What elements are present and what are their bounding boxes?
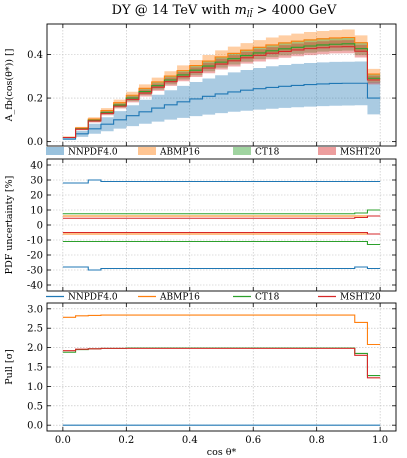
legend-bands: NNPDF4.0 ABMP16 CT18 MSHT20 (46, 147, 381, 158)
line-nnpdf4-0 (62, 179, 381, 184)
line-nnpdf4-0 (62, 82, 381, 140)
line-nnpdf4-0 (62, 266, 381, 271)
legend-label-ct18: CT18 (255, 148, 280, 158)
y-tick-label: -20 (27, 251, 43, 262)
x-tick-label: 0.6 (245, 435, 261, 446)
line-msht20 (62, 46, 381, 139)
line-ct18 (62, 347, 381, 377)
x-tick-label: 0.0 (55, 435, 71, 446)
legend-swatch-nnpdf4-0 (46, 147, 64, 155)
legend-label-abmp16: ABMP16 (159, 293, 200, 303)
y-tick-label: -10 (27, 236, 43, 247)
panel-pdf-uncertainty: -40 -30 -20 -10 0 10 20 30 40 PDF uncertainty [%] (4, 158, 397, 292)
line-ct18 (62, 43, 381, 139)
y-tick-label: 1.5 (27, 363, 43, 374)
y-tick-label: 10 (30, 206, 43, 217)
y-tick-label: 0.4 (27, 50, 43, 61)
line-ct18 (62, 240, 381, 246)
y-tick-label: 30 (30, 176, 43, 187)
y-tick-label: 0.0 (27, 421, 43, 432)
legend-label-msht20: MSHT20 (340, 148, 381, 158)
y-tick-label: 2.5 (27, 324, 43, 335)
x-tick-label: 0.4 (182, 435, 198, 446)
legend-lines: NNPDF4.0 ABMP16 CT18 MSHT20 (46, 293, 381, 303)
x-tick-label: 0.8 (309, 435, 325, 446)
legend-swatch-ct18 (233, 147, 251, 155)
legend-label-nnpdf4-0: NNPDF4.0 (68, 148, 118, 158)
line-msht20 (62, 215, 381, 219)
y-tick-label: 40 (30, 161, 43, 172)
y-tick-label: 20 (30, 191, 43, 202)
y-tick-label: 0 (37, 221, 43, 232)
y-axis-label: A_fb(cos(θ*)) [] (4, 49, 15, 123)
panel-asymmetry: 0.0 0.2 0.4 A_fb(cos(θ*)) [] (4, 23, 397, 148)
x-tick-label: 1.0 (372, 435, 388, 446)
band-abmp16 (62, 29, 381, 138)
y-tick-label: 2.0 (27, 343, 43, 354)
legend-label-msht20: MSHT20 (340, 293, 381, 303)
line-msht20 (62, 231, 381, 235)
line-abmp16 (62, 36, 381, 138)
y-tick-label: -30 (27, 266, 43, 277)
y-axis-label: Pull [σ] (4, 349, 15, 385)
line-msht20 (62, 347, 381, 379)
legend-swatch-abmp16 (138, 147, 156, 155)
band-nnpdf4-0 (62, 61, 381, 140)
legend-label-abmp16: ABMP16 (159, 148, 200, 158)
y-tick-label: 1.0 (27, 382, 43, 393)
band-msht20 (62, 40, 381, 138)
legend-label-nnpdf4-0: NNPDF4.0 (68, 293, 118, 303)
line-ct18 (62, 209, 381, 215)
y-tick-label: 0.0 (27, 137, 43, 148)
legend-swatch-msht20 (318, 147, 336, 155)
chart-title: DY @ 14 TeV with mll̄ > 4000 GeV (112, 3, 337, 20)
legend-label-ct18: CT18 (255, 293, 280, 303)
plot-frame (46, 23, 397, 147)
y-axis-label: PDF uncertainty [%] (4, 176, 15, 275)
y-tick-label: 0.5 (27, 401, 43, 412)
panel-pull: 0.0 0.5 1.0 1.5 2.0 2.5 3.0 Pull [σ] 0.0 0.2 0.4 0.… (4, 302, 397, 458)
x-tick-label: 0.2 (118, 435, 134, 446)
y-tick-label: 0.2 (27, 94, 43, 105)
x-axis-label: cos θ* (207, 447, 237, 458)
line-abmp16 (62, 314, 381, 346)
y-tick-label: -40 (27, 281, 43, 292)
y-tick-label: 3.0 (27, 304, 43, 315)
